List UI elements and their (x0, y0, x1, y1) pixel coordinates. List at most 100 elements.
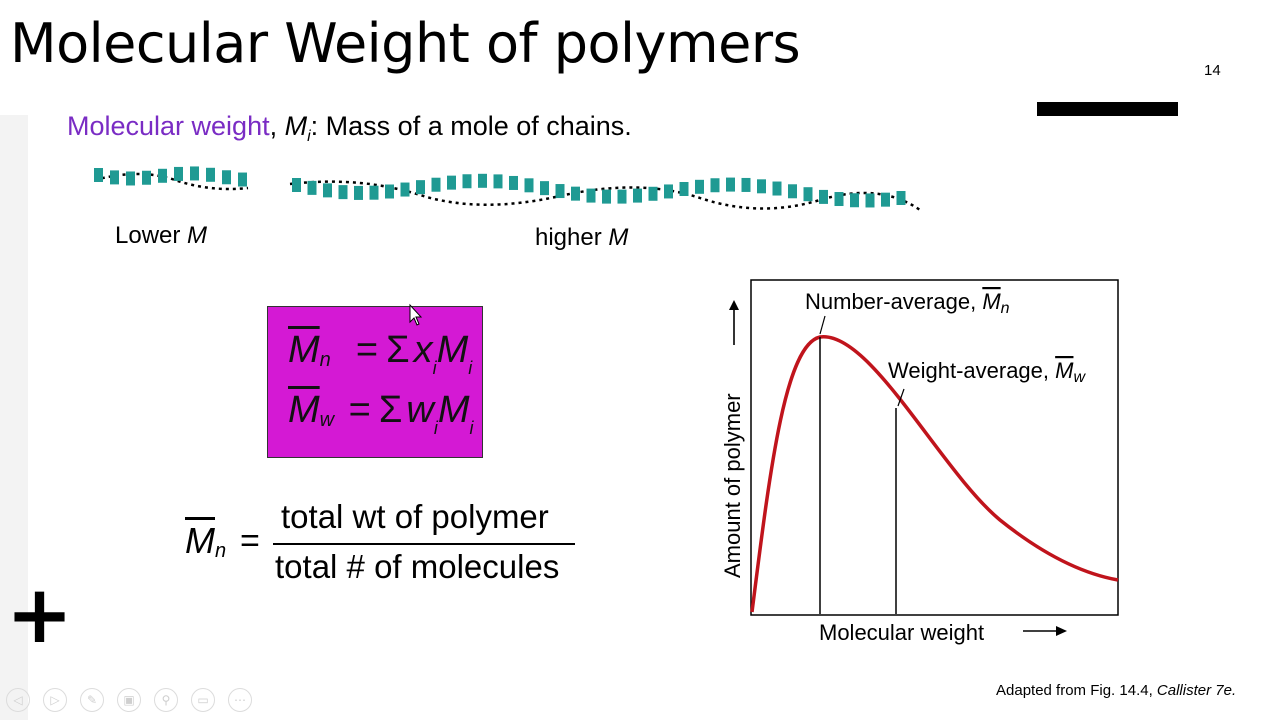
pen-icon[interactable]: ✎ (80, 688, 104, 712)
lower-m-label: Lower M (115, 222, 207, 250)
weight-average-sub: w (1073, 369, 1086, 386)
monomer-unit (540, 181, 549, 196)
mn-x-sub: i (432, 358, 437, 378)
caption-source: Callister 7e. (1156, 682, 1237, 699)
monomer-unit (803, 187, 813, 202)
monomer-unit (493, 174, 503, 189)
mw-m: M (437, 389, 470, 431)
monomer-unit (834, 192, 844, 207)
monomer-unit (850, 193, 859, 208)
definition-line: Molecular weight, Mi: Mass of a mole of … (67, 108, 632, 155)
monomer-unit (354, 185, 363, 200)
monomer-unit (385, 184, 394, 199)
short-chain (94, 166, 247, 187)
monomer-unit (222, 170, 231, 185)
prev-icon[interactable]: ◁ (6, 688, 30, 712)
mn-fraction-sub: n (215, 540, 227, 562)
monomer-unit (338, 185, 348, 200)
definition-text: : Mass of a mole of chains. (310, 111, 632, 141)
monomer-unit (896, 190, 906, 205)
monomer-unit (174, 166, 183, 181)
monomer-unit (648, 186, 658, 201)
lower-text: Lower (115, 222, 181, 249)
monomer-unit (323, 183, 332, 198)
definition-term: Molecular weight (67, 111, 270, 141)
distribution-curve (750, 335, 1119, 613)
plus-icon: + (6, 568, 74, 661)
monomer-unit (238, 172, 247, 187)
monomer-unit (819, 189, 828, 204)
slides-icon[interactable]: ▣ (117, 688, 141, 712)
definition-comma: , (269, 111, 285, 141)
monomer-unit (142, 170, 151, 185)
higher-m-label: higher M (535, 224, 628, 252)
mn-fraction-symbol: M (185, 520, 215, 561)
higher-text: higher (535, 224, 602, 251)
mn-x: x (413, 329, 433, 371)
monomer-unit (416, 180, 425, 195)
subtitles-icon[interactable]: ▭ (191, 688, 215, 712)
next-icon[interactable]: ▷ (43, 688, 67, 712)
weight-average-symbol: M (1055, 358, 1074, 383)
monomer-unit (447, 175, 456, 190)
monomer-unit (586, 188, 596, 203)
left-edge-strip (0, 115, 28, 720)
y-arrow-head (729, 300, 739, 310)
monomer-unit (664, 184, 673, 199)
mw-sum: Σ (378, 389, 403, 431)
mn-sum: Σ (386, 329, 410, 371)
mw-w: w (406, 389, 434, 431)
weight-average-text: Weight-average, (888, 358, 1055, 383)
monomer-unit (524, 178, 534, 193)
monomer-unit (865, 193, 875, 208)
monomer-unit (555, 184, 565, 199)
x-arrow-head (1056, 626, 1067, 636)
mn-fraction-equals: = (240, 522, 260, 560)
number-average-text: Number-average, (805, 289, 982, 314)
zoom-icon[interactable]: ⚲ (154, 688, 178, 712)
monomer-unit (881, 192, 890, 207)
monomer-unit (110, 170, 119, 185)
monomer-unit (478, 173, 487, 188)
monomer-unit (695, 179, 704, 194)
monomer-unit (772, 181, 782, 196)
higher-m-symbol: M (608, 224, 629, 251)
mn-m: M (436, 329, 469, 371)
mw-sub: w (319, 409, 335, 431)
mn-symbol: M (288, 329, 320, 371)
caption-prefix: Adapted from Fig. 14.4, (996, 682, 1157, 699)
monomer-unit (206, 167, 215, 182)
number-average-label: Number-average, Mn (805, 289, 1010, 317)
monomer-unit (710, 178, 720, 193)
monomer-unit (462, 174, 472, 189)
monomer-unit (369, 185, 379, 200)
slide-number: 14 (1204, 62, 1221, 79)
presentation-toolbar: ◁ ▷ ✎ ▣ ⚲ ▭ ⋯ (6, 688, 252, 714)
monomer-unit (602, 189, 611, 204)
fraction-rule (273, 543, 575, 545)
monomer-unit (307, 180, 317, 195)
number-average-symbol: M (982, 289, 1001, 314)
mw-equals: = (348, 389, 371, 431)
figure-caption: Adapted from Fig. 14.4, Callister 7e. (996, 682, 1236, 699)
mw-symbol: M (288, 389, 320, 431)
monomer-unit (94, 168, 103, 182)
number-average-sub: n (1001, 300, 1010, 317)
more-icon[interactable]: ⋯ (228, 688, 252, 712)
monomer-unit (741, 177, 751, 192)
monomer-unit (431, 177, 441, 192)
monomer-unit (617, 189, 627, 204)
monomer-unit (158, 168, 167, 183)
monomer-unit (400, 182, 410, 197)
monomer-unit (571, 186, 580, 201)
slide-title: Molecular Weight of polymers (10, 12, 801, 75)
fraction-denominator: total # of molecules (275, 548, 560, 585)
mw-m-sub: i (469, 418, 474, 438)
monomer-unit (633, 188, 642, 203)
lower-m-symbol: M (187, 222, 208, 249)
definition-symbol: M (284, 111, 308, 141)
